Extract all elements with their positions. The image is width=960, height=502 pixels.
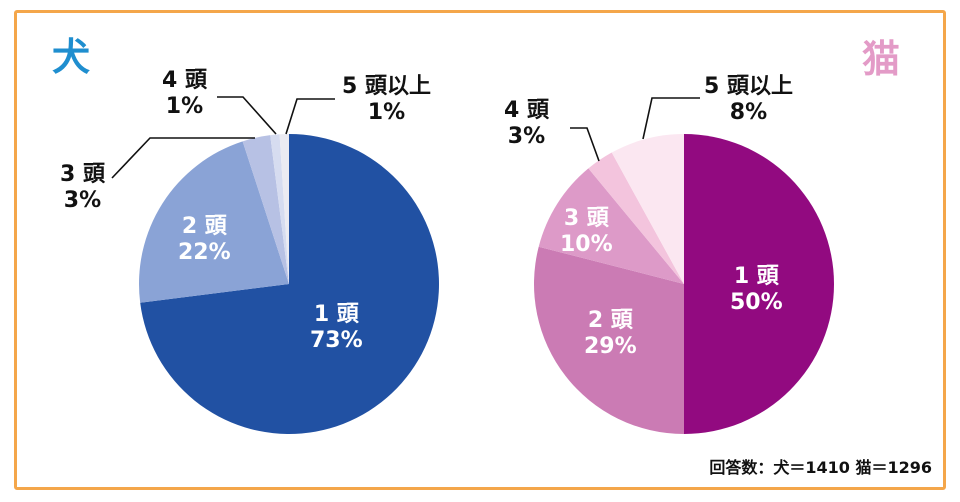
dog-slice-4-label: 4 頭 1%	[162, 68, 207, 120]
slice-percent: 3%	[507, 124, 546, 149]
pie-slice-1	[140, 134, 439, 434]
slice-percent: 10%	[560, 232, 613, 257]
slice-name: 3 頭	[563, 206, 609, 231]
pie-slice-3	[242, 135, 289, 284]
dog-4-leader-line	[217, 96, 277, 135]
dog-3-leader-line	[111, 137, 255, 179]
slice-percent: 8%	[729, 100, 768, 125]
slice-name: 5 頭以上	[342, 74, 431, 99]
dog-slice-1-label: 1 頭 73%	[310, 302, 363, 354]
respondent-count-note: 回答数：犬＝1410 猫＝1296	[709, 458, 932, 477]
slice-name: 5 頭以上	[704, 74, 793, 99]
slice-name: 4 頭	[504, 98, 549, 123]
dog-chart-title: 犬	[52, 35, 91, 79]
slice-name: 1 頭	[313, 302, 359, 327]
slice-percent: 50%	[730, 290, 783, 315]
pie-slice-5	[611, 134, 684, 284]
cat-pie-chart	[533, 134, 834, 434]
cat-slice-2-label: 2 頭 29%	[584, 308, 637, 360]
slice-percent: 22%	[178, 240, 231, 265]
dog-slice-2-label: 2 頭 22%	[178, 214, 231, 266]
pie-slice-2	[139, 141, 289, 303]
slice-percent: 29%	[584, 334, 637, 359]
cat-5-leader-line	[642, 97, 700, 140]
leader-lines	[111, 96, 700, 179]
slice-name: 3 頭	[60, 162, 105, 187]
slice-percent: 1%	[165, 94, 204, 119]
pie-slice-4	[270, 134, 289, 284]
slice-percent: 3%	[63, 188, 102, 213]
pie-slice-1	[684, 134, 834, 434]
slice-percent: 1%	[367, 100, 406, 125]
slice-name: 4 頭	[162, 68, 207, 93]
cat-slice-5-label: 5 頭以上 8%	[704, 74, 793, 126]
slice-percent: 73%	[310, 328, 363, 353]
pie-slice-3	[538, 168, 684, 284]
slice-name: 1 頭	[733, 264, 779, 289]
dog-5-leader-line	[285, 98, 335, 135]
cat-slice-1-label: 1 頭 50%	[730, 264, 783, 316]
cat-chart-title: 猫	[862, 37, 901, 81]
dog-slice-3-label: 3 頭 3%	[60, 162, 105, 214]
slice-name: 2 頭	[181, 214, 227, 239]
pie-slice-4	[588, 152, 684, 284]
cat-slice-3-label: 3 頭 10%	[560, 206, 613, 258]
dog-pie-chart	[139, 134, 439, 434]
dog-slice-5-label: 5 頭以上 1%	[342, 74, 431, 126]
slice-name: 2 頭	[587, 308, 633, 333]
cat-4-leader-line	[570, 127, 600, 162]
cat-slice-4-label: 4 頭 3%	[504, 98, 549, 150]
pie-slice-5	[279, 134, 289, 284]
pie-slice-2	[533, 246, 684, 434]
